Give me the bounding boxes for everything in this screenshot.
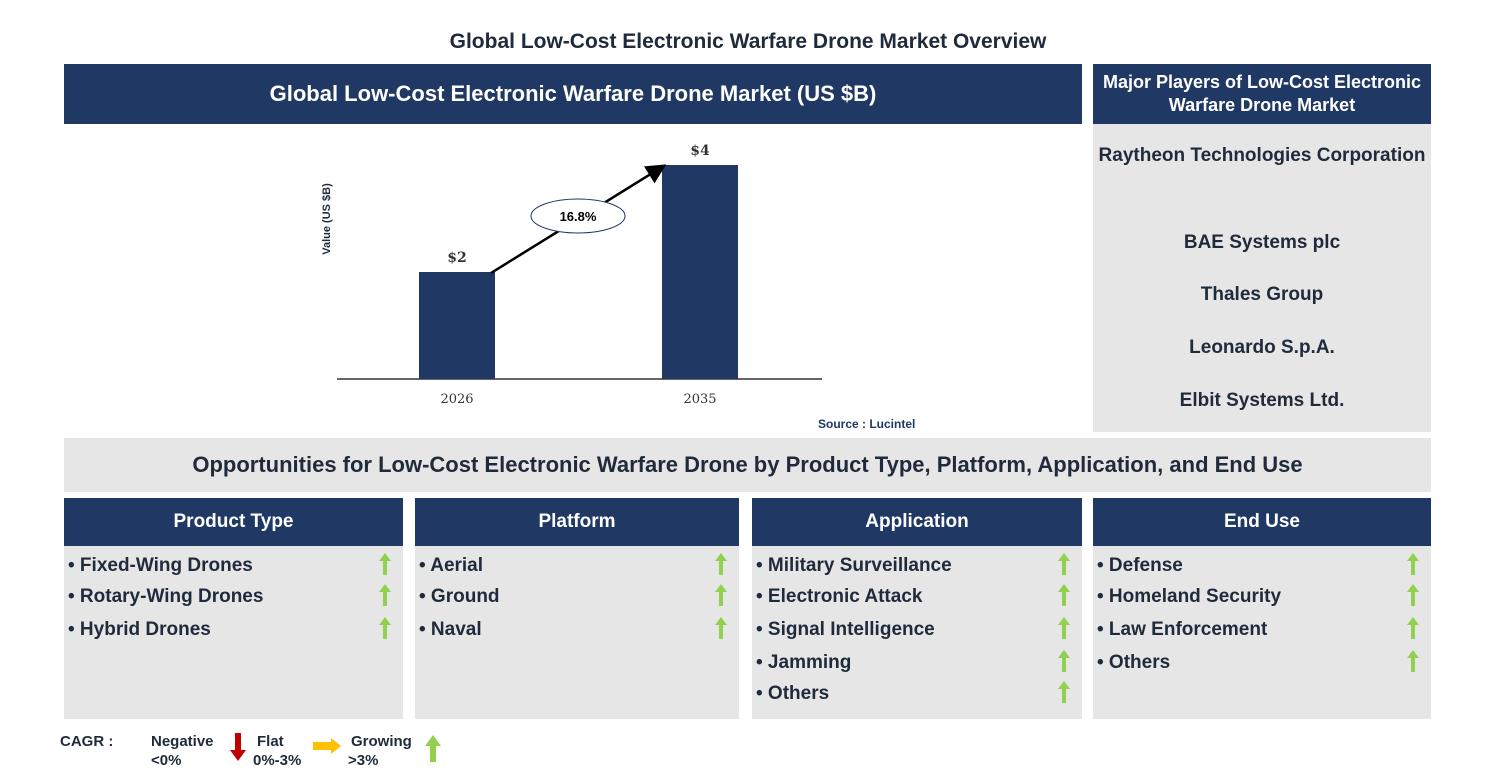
segment-item: • Jamming <box>756 652 852 673</box>
chart-header: Global Low-Cost Electronic Warfare Drone… <box>64 64 1082 124</box>
growing-arrow-icon <box>1407 650 1419 672</box>
segment-item: • Signal Intelligence <box>756 619 935 640</box>
growing-arrow-icon <box>1407 617 1419 639</box>
bar-2035 <box>662 165 738 379</box>
segment-item: • Others <box>1097 652 1171 673</box>
growing-arrow-icon <box>1058 681 1070 703</box>
segment-item: • Hybrid Drones <box>68 619 211 640</box>
column-panel: • Military Surveillance • Electronic Atta… <box>752 546 1082 719</box>
data-label: $4 <box>690 143 710 159</box>
x-tick-label: 2026 <box>440 392 473 407</box>
segment-item: • Aerial <box>419 555 484 576</box>
legend-flat-label: Flat <box>257 733 284 750</box>
bar-chart: $2 2026 $4 2035 Value (US $B) 16.8% <box>321 143 822 407</box>
legend-negative-range: <0% <box>151 752 182 769</box>
growing-arrow-icon <box>379 553 391 575</box>
segment-item: • Homeland Security <box>1097 586 1282 607</box>
cagr-label: 16.8% <box>560 209 597 224</box>
arrow-down-icon <box>230 733 246 761</box>
legend-flat: Flat 0%-3% <box>253 732 301 770</box>
column-header: Application <box>752 498 1082 546</box>
player-item: Elbit Systems Ltd. <box>1179 390 1345 411</box>
player-item: Thales Group <box>1200 284 1324 305</box>
legend-negative-label: Negative <box>151 733 214 750</box>
segment-item: • Ground <box>419 586 500 607</box>
page-title: Global Low-Cost Electronic Warfare Drone… <box>449 30 1047 53</box>
segment-item: • Electronic Attack <box>756 586 923 607</box>
opportunities-header: Opportunities for Low-Cost Electronic Wa… <box>64 438 1431 492</box>
legend-growing-label: Growing <box>351 733 412 750</box>
column-panel: • Aerial • Ground • Naval <box>415 546 739 719</box>
players-panel <box>1093 124 1431 432</box>
x-tick-label: 2035 <box>683 392 716 407</box>
cagr-label: CAGR : <box>60 733 114 750</box>
growing-arrow-icon <box>379 617 391 639</box>
player-item: Raytheon Technologies Corporation <box>1098 145 1426 166</box>
growing-arrow-icon <box>379 584 391 606</box>
cagr-ellipse <box>530 198 626 234</box>
legend-flat-range: 0%-3% <box>253 752 302 769</box>
segment-item: • Rotary-Wing Drones <box>68 586 264 607</box>
growing-arrow-icon <box>1058 650 1070 672</box>
growing-arrow-icon <box>1407 584 1419 606</box>
data-label: $2 <box>447 250 466 266</box>
segment-item: • Naval <box>419 619 482 640</box>
legend-growing: Growing >3% <box>348 732 412 770</box>
player-item: BAE Systems plc <box>1183 232 1341 253</box>
players-header: Major Players of Low-Cost Electronic War… <box>1093 64 1431 124</box>
growing-arrow-icon <box>1058 617 1070 639</box>
legend-growing-range: >3% <box>348 752 379 769</box>
arrow-up-icon <box>425 735 441 762</box>
segment-item: • Fixed-Wing Drones <box>68 555 253 576</box>
y-axis-label: Value (US $B) <box>321 183 333 255</box>
segment-item: • Law Enforcement <box>1097 619 1268 640</box>
column-header: Platform <box>415 498 739 546</box>
segment-item: • Military Surveillance <box>756 555 952 576</box>
legend-negative: Negative <0% <box>151 732 214 770</box>
column-header: Product Type <box>64 498 403 546</box>
player-item: Leonardo S.p.A. <box>1189 337 1335 358</box>
segment-item: • Others <box>756 683 830 704</box>
column-panel: • Fixed-Wing Drones • Rotary-Wing Drones •… <box>64 546 403 719</box>
source-label: Source : Lucintel <box>818 417 916 431</box>
growing-arrow-icon <box>1407 553 1419 575</box>
growing-arrow-icon <box>715 584 727 606</box>
arrow-right-icon <box>313 738 341 754</box>
growing-arrow-icon <box>715 617 727 639</box>
growing-arrow-icon <box>1058 553 1070 575</box>
column-panel: • Defense • Homeland Security • Law Enforc… <box>1093 546 1431 719</box>
column-header: End Use <box>1093 498 1431 546</box>
growing-arrow-icon <box>1058 584 1070 606</box>
bar-2026 <box>419 272 495 379</box>
growing-arrow-icon <box>715 553 727 575</box>
segment-item: • Defense <box>1097 555 1183 576</box>
